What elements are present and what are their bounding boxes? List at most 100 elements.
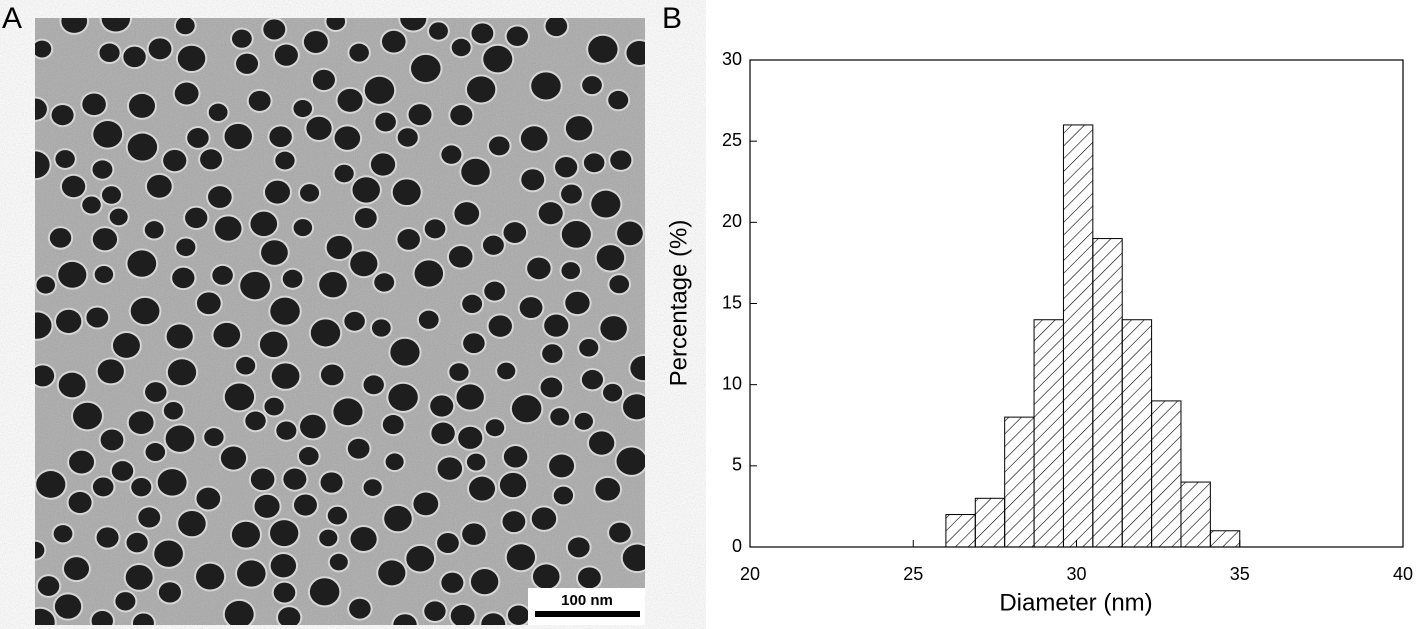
bar [945,514,976,548]
particle [344,311,365,331]
particle [250,468,275,491]
particle [352,177,380,203]
particle [58,261,87,288]
particle [609,275,630,294]
particle [273,582,296,603]
particle [485,419,505,437]
particle [298,447,319,466]
x-tick-label: 30 [1066,564,1086,584]
particle [582,76,602,95]
particle [588,35,618,63]
particle [99,43,120,63]
particle [622,544,645,572]
particle [91,611,113,625]
particle [111,461,134,481]
particle [545,18,568,37]
particle [424,601,446,622]
particle [337,88,363,112]
particle [100,429,124,451]
particle [424,219,446,239]
particle [220,446,247,470]
particle [35,40,52,58]
bar [1121,319,1153,548]
particle [499,472,527,498]
particle [561,262,580,280]
particle [350,251,378,277]
particle [450,104,473,126]
particle [544,314,569,337]
particle [519,297,543,319]
particle [35,151,50,179]
particle [309,578,340,606]
particle [506,544,536,571]
particle [123,46,146,68]
particle [35,98,47,120]
x-tick-label: 25 [903,564,923,584]
particle [68,491,92,514]
particle [264,180,290,204]
particle [400,18,427,31]
particle [538,202,563,225]
particle [463,333,485,354]
particle [555,156,578,178]
particle [462,523,486,545]
particle [158,582,181,603]
particle [397,128,418,147]
particle [370,153,396,176]
particle [213,322,241,348]
particle [55,150,75,168]
particle [54,594,82,619]
scale-bar [535,611,640,617]
particle [553,486,574,505]
particle [69,450,95,474]
particle [462,294,483,314]
particle [595,477,621,501]
particle [431,422,455,445]
particle [561,184,582,204]
particle [333,398,363,426]
particle [250,211,278,237]
particle [600,316,627,341]
particle [174,82,199,105]
y-tick-label: 20 [722,211,742,231]
particle [451,38,471,57]
particle [406,545,435,572]
particle [53,525,73,543]
particle [126,532,148,553]
particle [208,186,232,208]
particle [109,208,128,226]
particle [146,174,172,198]
particle [270,554,297,578]
particle [35,608,55,625]
particle [37,576,60,596]
particle [185,207,208,229]
particle [482,235,504,255]
particle [61,175,86,198]
particle [461,158,490,185]
particle [49,228,72,248]
particle [382,414,404,435]
particle [520,126,548,151]
bar [1180,481,1211,548]
particle [363,479,382,496]
y-tick-label: 10 [722,373,742,393]
particle [224,123,252,150]
bar [1151,400,1182,548]
particle [502,511,526,533]
particle [418,310,439,329]
particle [175,18,195,35]
particle [178,510,206,537]
y-tick-label: 25 [722,130,742,150]
particle [408,104,432,126]
particle [224,600,254,625]
particle [596,245,625,271]
particle [303,30,328,53]
particle [430,395,454,417]
particle [231,521,261,548]
particle [212,265,233,285]
particle [623,394,645,420]
particle [354,208,377,228]
scale-bar-label: 100 nm [561,592,613,609]
particle [577,567,601,589]
particle [609,522,631,543]
